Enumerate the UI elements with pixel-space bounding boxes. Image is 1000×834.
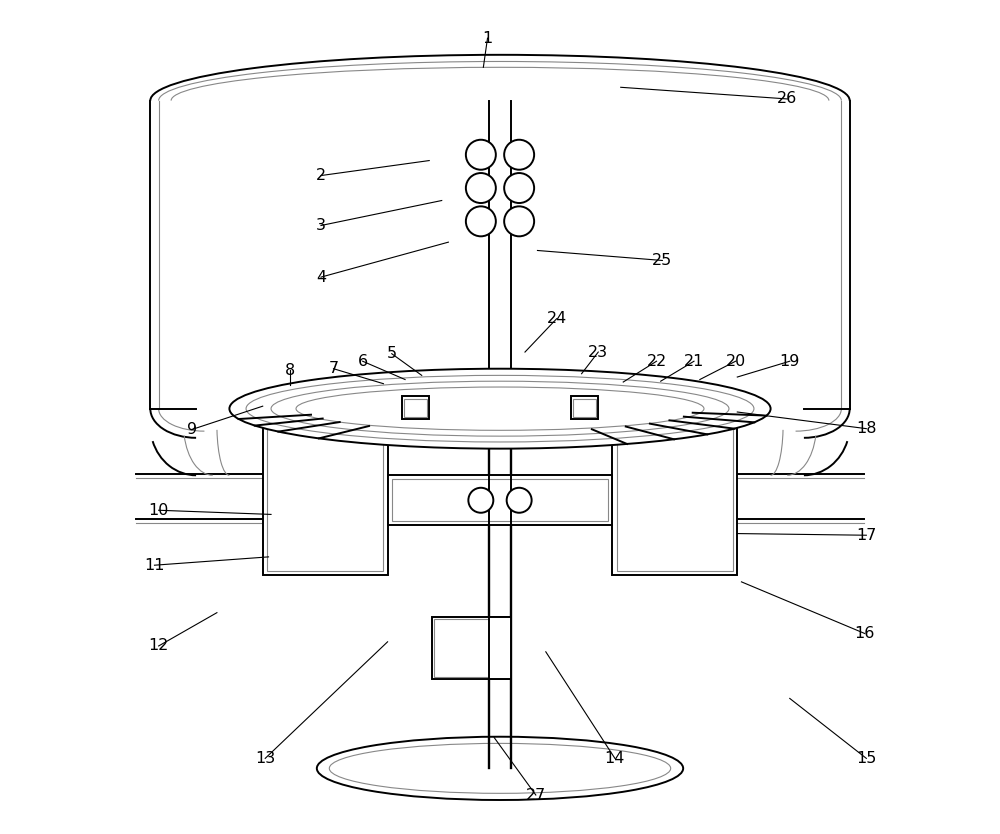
Text: 10: 10 [148,503,169,518]
Text: 6: 6 [358,354,368,369]
Ellipse shape [229,369,771,449]
Ellipse shape [296,387,704,430]
Bar [573,399,596,417]
Text: 4: 4 [316,269,326,284]
Text: 25: 25 [652,253,672,268]
Text: 14: 14 [605,751,625,766]
Ellipse shape [466,140,496,169]
Bar [392,480,608,521]
Text: 12: 12 [148,639,169,654]
Bar [617,396,733,571]
Text: 21: 21 [684,354,704,369]
Text: 18: 18 [856,421,877,436]
Ellipse shape [466,206,496,236]
Text: 27: 27 [526,787,546,802]
Text: 24: 24 [546,311,567,326]
Ellipse shape [504,140,534,169]
Text: 8: 8 [285,363,295,378]
Text: 19: 19 [780,354,800,369]
Text: 22: 22 [646,354,667,369]
Bar [267,396,383,571]
Ellipse shape [504,206,534,236]
Bar [489,617,511,679]
Bar [388,475,612,525]
Bar [404,399,427,417]
Text: 15: 15 [856,751,877,766]
Text: 23: 23 [588,344,608,359]
Text: 1: 1 [482,31,493,46]
Text: 5: 5 [387,346,397,361]
Text: 9: 9 [187,422,197,437]
Bar [612,392,737,575]
Bar [432,617,511,679]
Text: 2: 2 [316,168,326,183]
Text: 13: 13 [255,751,275,766]
Bar [434,620,508,676]
Ellipse shape [329,743,671,793]
Text: 17: 17 [856,528,877,543]
Ellipse shape [504,173,534,203]
Bar [402,396,429,420]
Bar [571,396,598,420]
Ellipse shape [271,381,729,436]
Text: 26: 26 [777,92,797,107]
Ellipse shape [468,488,493,513]
Text: 16: 16 [854,626,875,641]
Text: 7: 7 [328,361,339,376]
Bar [263,392,388,575]
Ellipse shape [507,488,532,513]
Text: 11: 11 [144,558,165,573]
Polygon shape [446,421,488,440]
Text: 3: 3 [316,218,326,233]
Text: 20: 20 [726,354,746,369]
Ellipse shape [466,173,496,203]
Ellipse shape [246,375,754,442]
Ellipse shape [317,736,683,800]
